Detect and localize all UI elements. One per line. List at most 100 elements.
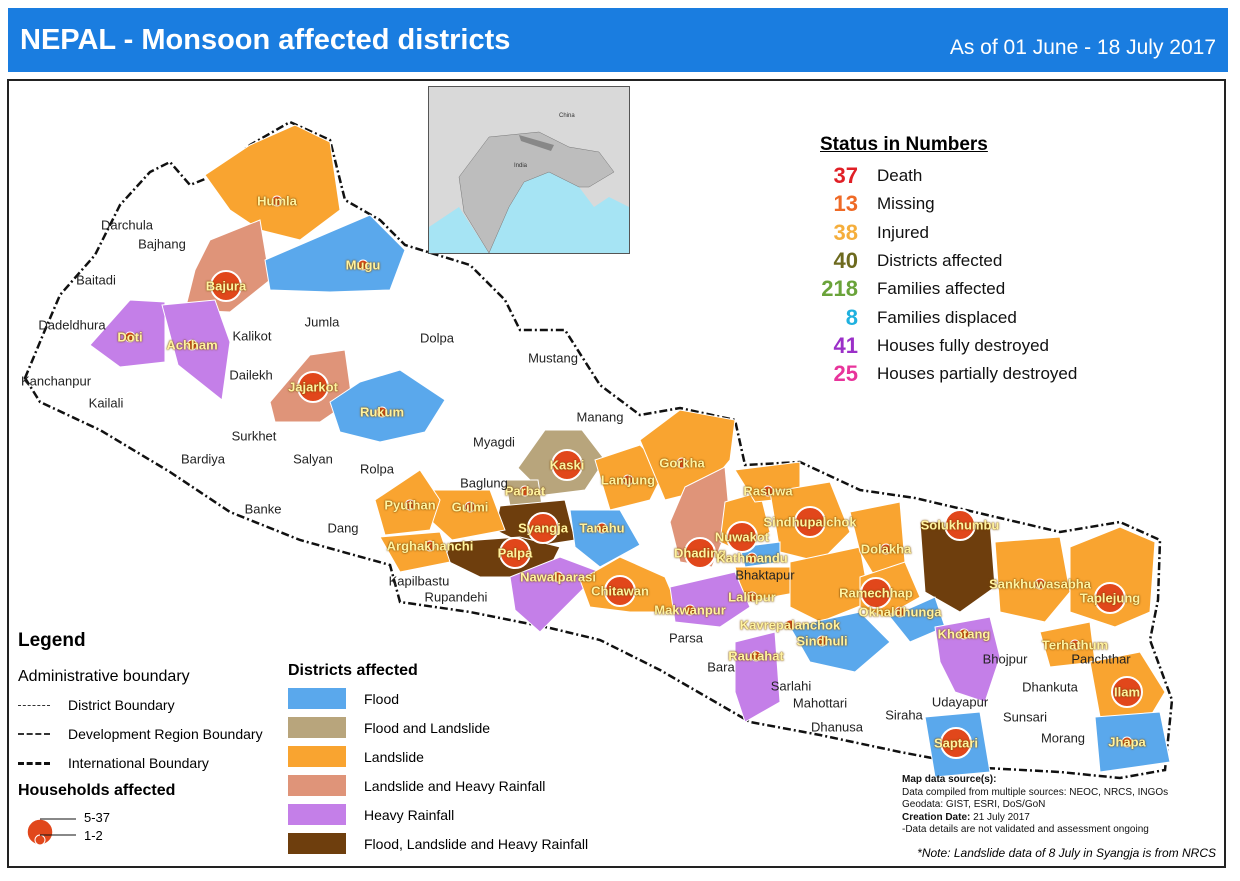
households-circle-jhapa <box>1121 736 1133 748</box>
district-area-rautahat <box>734 631 781 723</box>
district-label-parsa: Parsa <box>669 630 703 646</box>
district-label-bardiya: Bardiya <box>180 451 226 467</box>
status-row: 218 Families affected <box>820 275 1077 303</box>
category-swatch <box>288 775 346 796</box>
legend-title: Legend <box>18 630 86 651</box>
district-label-doti: Doti <box>117 329 143 345</box>
district-label-rasuwa: Rasuwa <box>743 483 793 499</box>
district-label-dadeldhura: Dadeldhura <box>38 317 106 333</box>
inset-sea-west <box>429 207 489 253</box>
households-circle-lamjung <box>622 474 634 486</box>
district-label-dhankuta: Dhankuta <box>1022 679 1078 695</box>
category-legend-item: Landslide <box>288 742 588 771</box>
households-circle-jajarkot <box>297 371 329 403</box>
district-area-nawalparasi <box>509 556 601 633</box>
districts-affected-title: Districts affected <box>288 662 418 679</box>
households-circle-gorkha <box>676 457 688 469</box>
households-circle-rasuwa <box>762 485 774 497</box>
legend: Legend Administrative boundary District … <box>18 630 263 846</box>
status-label: Families affected <box>877 279 1006 299</box>
district-label-bhaktapur: Bhaktapur <box>735 567 795 583</box>
district-label-dolpa: Dolpa <box>420 330 454 346</box>
households-circle-chitawan <box>604 575 636 607</box>
status-panel: Status in Numbers 37 Death 13 Missing 38 Inju… <box>820 134 1077 388</box>
status-value: 40 <box>833 248 858 274</box>
households-circle-sindhuli <box>816 635 828 647</box>
district-label-kapilbastu: Kapilbastu <box>388 573 450 589</box>
source-line-1: Data compiled from multiple sources: NEO… <box>902 786 1169 798</box>
district-label-taplejung: Taplejung <box>1079 590 1141 606</box>
district-label-sindhupalchok: Sindhupalchok <box>763 514 857 530</box>
district-label-terhathum: Terhathum <box>1041 637 1109 653</box>
district-label-pyuthan: Pyuthan <box>384 497 436 513</box>
status-label: Injured <box>877 222 929 242</box>
category-swatch <box>288 746 346 767</box>
district-label-dailekh: Dailekh <box>229 367 273 383</box>
district-label-udayapur: Udayapur <box>931 694 989 710</box>
category-swatch <box>288 804 346 825</box>
households-circle-palpa <box>499 537 531 569</box>
category-label: Landslide <box>364 748 424 765</box>
status-label: Families displaced <box>877 307 1017 327</box>
inset-map-svg: China India <box>429 87 629 254</box>
status-row: 38 Injured <box>820 219 1077 247</box>
district-label-sankhuwasabha: Sankhuwasabha <box>989 576 1091 592</box>
households-circle-taplejung <box>1094 582 1126 614</box>
map-frame <box>7 79 1226 868</box>
households-circle-mugu <box>357 259 369 271</box>
status-label: Missing <box>877 194 935 214</box>
district-area-kavrepalanchok <box>789 546 871 623</box>
status-value: 218 <box>821 276 858 302</box>
district-label-panchthar: Panchthar <box>1071 651 1131 667</box>
district-label-gorkha: Gorkha <box>659 455 705 471</box>
district-label-ilam: Ilam <box>1113 684 1141 700</box>
households-circle-kathmandu <box>746 552 758 564</box>
district-label-nuwakot: Nuwakot <box>714 529 770 545</box>
district-label-manang: Manang <box>576 409 624 425</box>
district-area-dhading <box>669 466 731 568</box>
legend-international-boundary: International Boundary <box>68 755 209 771</box>
inset-sea <box>489 172 629 253</box>
district-label-palpa: Palpa <box>497 545 533 561</box>
district-label-baitadi: Baitadi <box>76 272 116 288</box>
status-row: 8 Families displaced <box>820 303 1077 331</box>
households-circle-nawalparasi <box>552 571 564 583</box>
creation-date-label: Creation Date: <box>902 811 971 823</box>
households-circle-sankhuwasabha <box>1034 578 1046 590</box>
district-label-kalikot: Kalikot <box>232 328 272 344</box>
international-boundary-line <box>18 761 50 765</box>
status-value: 38 <box>833 219 858 245</box>
district-label-kathmandu: Kathmandu <box>716 550 788 566</box>
households-circle-solukhumbu <box>944 509 976 541</box>
district-area-solukhumbu <box>919 521 996 613</box>
source-heading: Map data source(s): <box>902 774 997 785</box>
status-row: 25 Houses partially destroyed <box>820 360 1078 388</box>
households-circle-syangja <box>527 512 559 544</box>
district-label-darchula: Darchula <box>100 217 154 233</box>
data-source-block: Map data source(s): Data compiled from m… <box>902 774 1168 837</box>
district-area-humla <box>204 124 341 241</box>
households-circle-khotang <box>958 628 970 640</box>
district-area-achham <box>161 299 231 401</box>
district-boundary-line <box>18 704 50 706</box>
status-value: 37 <box>833 163 858 189</box>
status-label: Districts affected <box>877 251 1003 271</box>
households-circle-ilam <box>1111 676 1143 708</box>
status-title: Status in Numbers <box>820 134 988 155</box>
households-title: Households affected <box>18 782 176 799</box>
households-circle-dhading <box>684 537 716 569</box>
district-label-ramechhap: Ramechhap <box>839 585 913 601</box>
district-label-humla: Humla <box>257 193 297 209</box>
status-value: 13 <box>833 191 858 217</box>
district-label-dhanusa: Dhanusa <box>810 719 864 735</box>
district-label-jajarkot: Jajarkot <box>288 379 338 395</box>
district-label-lamjung: Lamjung <box>600 472 656 488</box>
district-area-rukum <box>329 369 446 443</box>
households-circle-saptari <box>940 727 972 759</box>
households-circle-nuwakot <box>726 521 758 553</box>
district-label-solukhumbu: Solukhumbu <box>920 517 1000 533</box>
district-label-banke: Banke <box>244 501 282 517</box>
households-circle-terhathum <box>1069 639 1081 651</box>
category-label: Heavy Rainfall <box>364 806 455 823</box>
